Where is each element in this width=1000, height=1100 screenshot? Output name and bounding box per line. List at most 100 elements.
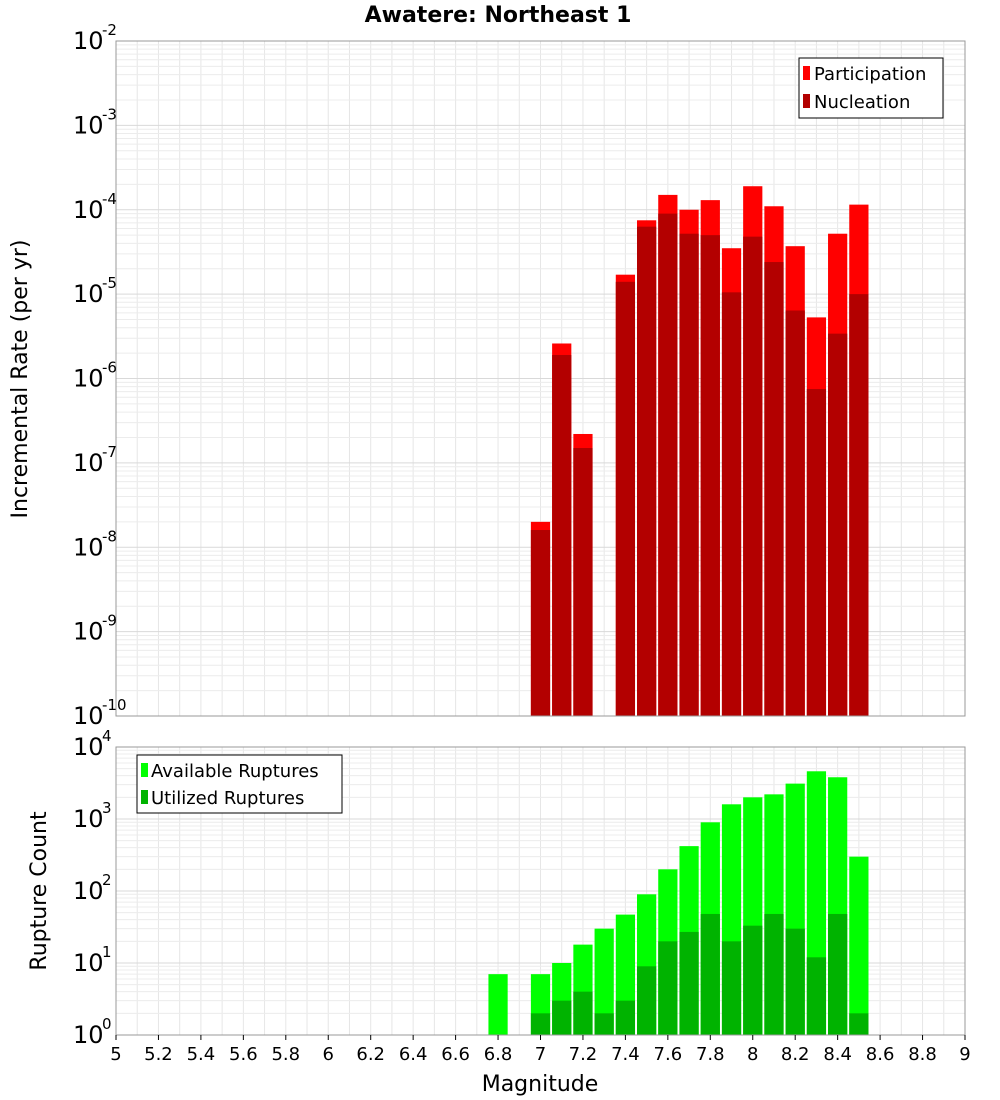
bottom-y-tick-exp: 3 (102, 799, 112, 817)
top-y-tick-base: 10 (73, 196, 104, 224)
top-y-tick-exp: -9 (102, 612, 117, 630)
top-y-tick-exp: -4 (102, 190, 117, 208)
bottom-bar-available-ruptures-4 (594, 928, 614, 1035)
x-tick-label-13: 7.6 (654, 1044, 683, 1065)
x-tick-label-17: 8.4 (823, 1044, 852, 1065)
bottom-bar-utilized-ruptures-6 (637, 966, 657, 1035)
bottom-y-tick-base: 10 (73, 1021, 104, 1049)
top-legend-box (798, 57, 944, 119)
top-bar-nucleation-6 (658, 213, 678, 717)
bottom-y-tick-base: 10 (73, 805, 104, 833)
x-tick-label-9: 6.8 (484, 1044, 513, 1065)
top-bar-nucleation-7 (679, 233, 699, 716)
top-y-tick-exp: -8 (102, 527, 117, 545)
bottom-y-axis-label: Rupture Count (27, 811, 52, 971)
bottom-legend: Available Ruptures Utilized Ruptures (136, 754, 343, 814)
legend-available-label: Available Ruptures (151, 761, 319, 782)
bottom-y-tick-1: 101 (73, 943, 112, 977)
bottom-bar-utilized-ruptures-3 (573, 991, 593, 1035)
x-tick-label-8: 6.6 (441, 1044, 470, 1065)
x-tick-label-0: 5 (110, 1044, 121, 1065)
top-y-tick-exp: -5 (102, 274, 117, 292)
bottom-bar-utilized-ruptures-16 (849, 1013, 869, 1035)
x-tick-label-12: 7.4 (611, 1044, 640, 1065)
top-y-tick-7: 10-3 (73, 105, 117, 139)
top-y-tick-base: 10 (73, 365, 104, 393)
top-bar-nucleation-11 (764, 262, 784, 716)
bottom-y-tick-base: 10 (73, 949, 104, 977)
top-y-tick-exp: -3 (102, 105, 117, 123)
legend-nucleation-label: Nucleation (814, 92, 910, 113)
x-tick-label-16: 8.2 (781, 1044, 810, 1065)
x-tick-labels: 5 5.2 5.4 5.6 5.8 6 6.2 6.4 6.6 6.8 7 7.2 7.4 7.6 7.8 8… (110, 1035, 971, 1065)
bottom-y-tick-exp: 4 (102, 727, 112, 745)
top-y-tick-base: 10 (73, 280, 104, 308)
x-tick-label-19: 8.8 (908, 1044, 937, 1065)
top-bar-nucleation-0 (530, 530, 551, 716)
legend-utilized-label: Utilized Ruptures (151, 788, 304, 809)
bottom-bar-utilized-ruptures-5 (615, 1000, 636, 1035)
x-tick-label-4: 5.8 (271, 1044, 300, 1065)
bottom-y-tick-exp: 0 (102, 1015, 112, 1033)
top-y-tick-base: 10 (73, 702, 104, 730)
x-tick-label-5: 6 (323, 1044, 334, 1065)
bottom-bar-utilized-ruptures-4 (594, 1013, 614, 1035)
top-bar-nucleation-5 (637, 226, 657, 716)
top-y-tick-base: 10 (73, 27, 104, 55)
top-bar-nucleation-1 (552, 354, 572, 716)
top-y-tick-4: 10-6 (73, 359, 117, 393)
top-y-tick-8: 10-2 (73, 21, 117, 55)
x-tick-label-2: 5.4 (187, 1044, 216, 1065)
top-y-tick-base: 10 (73, 618, 104, 646)
bottom-y-tick-2: 102 (73, 871, 112, 905)
bottom-bar-utilized-ruptures-9 (700, 913, 720, 1035)
bottom-bar-utilized-ruptures-8 (679, 931, 699, 1035)
bottom-bars (488, 771, 869, 1035)
utilized-ruptures-swatch (141, 790, 148, 804)
bottom-bar-utilized-ruptures-1 (530, 1013, 551, 1035)
top-y-tick-base: 10 (73, 533, 104, 561)
top-bar-nucleation-15 (849, 294, 869, 716)
top-bar-nucleation-13 (806, 389, 827, 716)
top-bar-nucleation-10 (743, 236, 763, 716)
bottom-bar-utilized-ruptures-13 (785, 928, 805, 1035)
bottom-y-tick-base: 10 (73, 877, 104, 905)
bottom-y-tick-4: 104 (73, 727, 112, 761)
top-bar-nucleation-8 (700, 235, 720, 716)
bottom-y-tick-0: 100 (73, 1015, 112, 1049)
top-plot-frame (115, 40, 966, 717)
top-bar-nucleation-9 (721, 292, 742, 716)
x-tick-label-15: 8 (747, 1044, 758, 1065)
top-y-tick-5: 10-5 (73, 274, 117, 308)
top-bar-nucleation-4 (615, 281, 636, 716)
top-y-tick-exp: -6 (102, 359, 117, 377)
chart-title: Awatere: Northeast 1 (365, 3, 632, 28)
x-tick-label-10: 7 (535, 1044, 546, 1065)
bottom-y-tick-exp: 2 (102, 871, 112, 889)
top-y-tick-base: 10 (73, 449, 104, 477)
available-ruptures-swatch (141, 763, 148, 777)
bottom-bar-available-ruptures-16 (849, 856, 869, 1035)
top-y-tick-exp: -2 (102, 21, 117, 39)
top-y-tick-base: 10 (73, 111, 104, 139)
x-tick-label-6: 6.2 (356, 1044, 385, 1065)
bottom-y-tick-base: 10 (73, 733, 104, 761)
x-tick-label-7: 6.4 (399, 1044, 428, 1065)
x-tick-label-14: 7.8 (696, 1044, 725, 1065)
top-legend: Participation Nucleation (798, 57, 944, 119)
legend-participation-label: Participation (814, 64, 926, 85)
bottom-legend-box (136, 754, 343, 814)
x-tick-label-20: 9 (959, 1044, 970, 1065)
top-y-tick-3: 10-7 (73, 443, 117, 477)
bottom-bar-utilized-ruptures-11 (743, 925, 763, 1035)
nucleation-swatch (803, 94, 810, 108)
bottom-bar-utilized-ruptures-7 (658, 941, 678, 1035)
x-axis-label: Magnitude (482, 1072, 599, 1097)
top-y-tick-exp: -10 (102, 696, 127, 714)
top-y-tick-exp: -7 (102, 443, 117, 461)
